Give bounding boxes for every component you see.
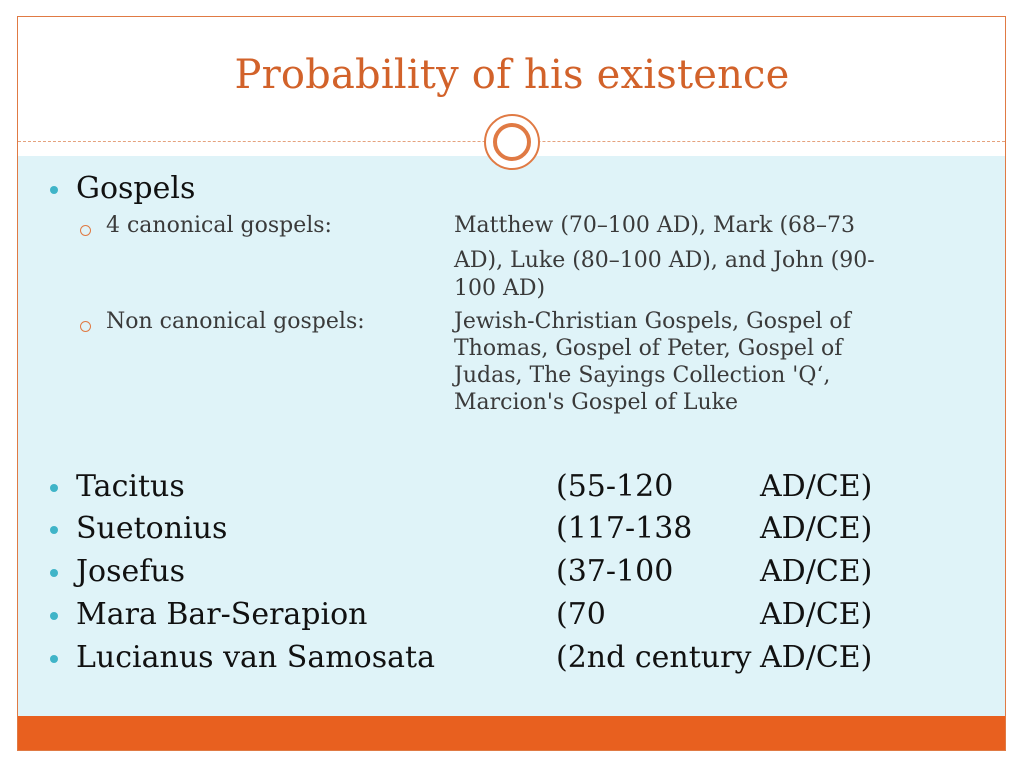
list-item-gospels: Gospels <box>0 171 1024 211</box>
sub-bullet-ring <box>80 321 91 332</box>
bullet-dot <box>50 186 58 194</box>
source-name: Tacitus <box>76 469 185 504</box>
sub-item-desc-line: Matthew (70–100 AD), Mark (68–73 <box>454 213 856 238</box>
divider-ring-ornament <box>484 114 540 170</box>
source-era: AD/CE) <box>760 469 873 504</box>
source-name: Josefus <box>76 554 186 589</box>
sub-item-non-canonical: Non canonical gospels: Jewish-Christian … <box>0 309 1024 421</box>
list-item-source: Mara Bar-Serapion (70 AD/CE) <box>0 597 1024 637</box>
sub-item-desc-line: Jewish-Christian Gospels, Gospel of <box>454 309 851 334</box>
bullet-dot <box>50 569 58 577</box>
source-range: (117-138 <box>556 511 693 546</box>
source-name: Suetonius <box>76 511 228 546</box>
list-item-source: Tacitus (55-120 AD/CE) <box>0 469 1024 509</box>
source-name: Mara Bar-Serapion <box>76 597 368 632</box>
list-item-source: Lucianus van Samosata (2nd century AD/CE… <box>0 640 1024 680</box>
bullet-dot <box>50 655 58 663</box>
source-name: Lucianus van Samosata <box>76 640 435 675</box>
sub-item-desc-line: Judas, The Sayings Collection 'Q‘, <box>454 363 831 388</box>
source-range: (55-120 <box>556 469 674 504</box>
sub-bullet-ring <box>80 225 91 236</box>
list-item-source: Josefus (37-100 AD/CE) <box>0 554 1024 594</box>
sub-item-label: Non canonical gospels: <box>106 309 365 334</box>
footer-band <box>18 716 1005 750</box>
source-range: (70 <box>556 597 606 632</box>
source-range: (37-100 <box>556 554 674 589</box>
source-era: AD/CE) <box>760 597 873 632</box>
source-era: AD/CE) <box>760 554 873 589</box>
content-panel <box>18 156 1005 716</box>
sub-item-desc-line: AD), Luke (80–100 AD), and John (90- <box>454 248 875 273</box>
source-era: AD/CE) <box>760 511 873 546</box>
sub-item-label: 4 canonical gospels: <box>106 213 332 238</box>
bullet-dot <box>50 484 58 492</box>
list-item-label: Gospels <box>76 171 196 206</box>
list-item-source: Suetonius (117-138 AD/CE) <box>0 511 1024 551</box>
source-range: (2nd century <box>556 640 752 675</box>
sub-item-canonical: 4 canonical gospels: Matthew (70–100 AD)… <box>0 213 1024 303</box>
sub-item-desc-line: Thomas, Gospel of Peter, Gospel of <box>454 336 843 361</box>
bullet-dot <box>50 612 58 620</box>
slide-title: Probability of his existence <box>234 52 790 98</box>
source-era: AD/CE) <box>760 640 873 675</box>
sub-item-desc-line: 100 AD) <box>454 276 546 301</box>
bullet-dot <box>50 526 58 534</box>
sub-item-desc-line: Marcion's Gospel of Luke <box>454 390 739 415</box>
